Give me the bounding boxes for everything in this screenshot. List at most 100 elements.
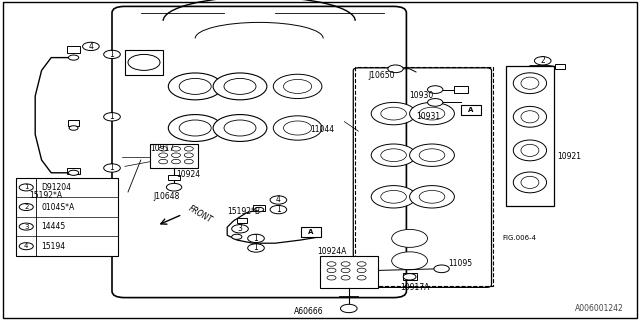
Text: 15192*A: 15192*A (29, 191, 62, 200)
Text: 4: 4 (276, 196, 281, 204)
Bar (125, 50, 163, 75)
Text: A: A (468, 107, 474, 113)
Circle shape (534, 57, 551, 65)
Ellipse shape (521, 144, 539, 156)
Circle shape (104, 113, 120, 121)
Circle shape (179, 78, 211, 94)
Circle shape (273, 74, 322, 99)
Text: 10931: 10931 (416, 112, 440, 121)
Circle shape (410, 186, 454, 208)
Text: A006001242: A006001242 (575, 304, 624, 313)
Circle shape (428, 99, 443, 106)
Circle shape (19, 223, 33, 230)
Bar (168, 175, 180, 180)
Bar (237, 218, 247, 223)
Circle shape (232, 225, 248, 233)
Circle shape (68, 170, 79, 175)
Text: 10917: 10917 (150, 144, 175, 153)
Circle shape (357, 268, 366, 273)
Circle shape (68, 55, 79, 60)
Circle shape (172, 153, 180, 157)
Circle shape (184, 153, 193, 157)
Circle shape (255, 207, 264, 212)
Circle shape (184, 159, 193, 164)
Text: 1: 1 (253, 244, 259, 252)
Text: 10924: 10924 (176, 170, 200, 179)
Circle shape (224, 78, 256, 94)
Circle shape (166, 183, 182, 191)
Circle shape (388, 65, 403, 73)
Text: D91204: D91204 (42, 183, 72, 192)
Circle shape (341, 262, 350, 266)
Circle shape (273, 116, 322, 140)
Circle shape (419, 149, 445, 162)
Bar (355, 67, 493, 286)
Text: 11095: 11095 (448, 260, 472, 268)
Text: 4: 4 (24, 243, 28, 249)
Circle shape (19, 184, 33, 191)
Circle shape (357, 276, 366, 280)
Circle shape (381, 149, 406, 162)
Text: 1: 1 (253, 234, 259, 243)
Bar (320, 256, 378, 288)
Circle shape (213, 73, 267, 100)
Text: 2: 2 (24, 204, 28, 210)
Circle shape (224, 120, 256, 136)
Circle shape (159, 147, 168, 151)
Circle shape (392, 229, 428, 247)
Circle shape (213, 115, 267, 141)
Circle shape (341, 268, 350, 273)
Circle shape (392, 252, 428, 270)
Circle shape (159, 159, 168, 164)
Text: 14445: 14445 (42, 222, 66, 231)
Circle shape (428, 86, 443, 93)
Ellipse shape (513, 140, 547, 161)
Text: 15194: 15194 (42, 242, 66, 251)
Circle shape (327, 276, 336, 280)
Circle shape (419, 190, 445, 203)
Circle shape (248, 244, 264, 252)
Circle shape (357, 262, 366, 266)
Text: 1: 1 (276, 205, 281, 214)
Ellipse shape (521, 176, 539, 188)
Text: 10924A: 10924A (317, 247, 346, 256)
Text: FIG.006-4: FIG.006-4 (502, 236, 536, 241)
Text: 1: 1 (109, 50, 115, 59)
Ellipse shape (513, 106, 547, 127)
Circle shape (172, 147, 180, 151)
Text: 2: 2 (540, 56, 545, 65)
Bar (253, 205, 265, 211)
Circle shape (159, 153, 168, 157)
Circle shape (19, 243, 33, 250)
Circle shape (248, 234, 264, 243)
Text: 1: 1 (24, 184, 29, 190)
Circle shape (270, 205, 287, 214)
Circle shape (410, 144, 454, 166)
Circle shape (371, 102, 416, 125)
Bar (403, 273, 417, 280)
Circle shape (284, 79, 312, 93)
Bar (16, 178, 118, 256)
Bar (454, 86, 468, 93)
Text: 10930: 10930 (410, 92, 434, 100)
Circle shape (19, 204, 33, 211)
Circle shape (184, 147, 193, 151)
Circle shape (172, 159, 180, 164)
Circle shape (403, 274, 416, 280)
Bar (461, 105, 481, 115)
Circle shape (381, 107, 406, 120)
Circle shape (179, 120, 211, 136)
Circle shape (341, 276, 350, 280)
Bar (68, 120, 79, 126)
Text: A60666: A60666 (294, 308, 324, 316)
Ellipse shape (521, 77, 539, 89)
Bar (67, 46, 80, 53)
Circle shape (340, 304, 357, 313)
Bar (555, 64, 565, 69)
Text: 3: 3 (24, 224, 29, 230)
Text: 4: 4 (88, 42, 93, 51)
Text: FRONT: FRONT (187, 204, 214, 225)
Circle shape (270, 196, 287, 204)
Circle shape (284, 121, 312, 135)
Circle shape (371, 144, 416, 166)
